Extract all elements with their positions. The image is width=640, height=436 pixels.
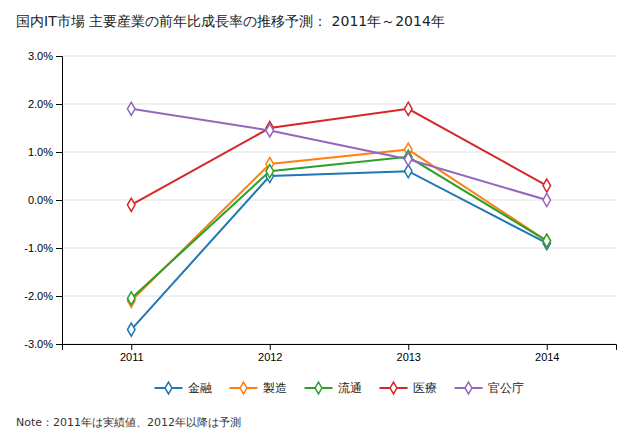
point bbox=[543, 179, 551, 192]
x-tick-mark bbox=[131, 344, 132, 350]
x-tick-mark bbox=[408, 344, 409, 350]
series bbox=[127, 165, 550, 337]
x-tick-label: 2013 bbox=[397, 351, 421, 363]
y-tick-mark bbox=[56, 152, 62, 153]
point bbox=[404, 153, 412, 166]
grid-line bbox=[62, 56, 616, 57]
point bbox=[266, 124, 274, 137]
legend-label: 官公庁 bbox=[488, 381, 524, 395]
point bbox=[127, 102, 135, 115]
point bbox=[543, 193, 551, 206]
legend-marker bbox=[465, 382, 472, 394]
y-tick-label: 0.0% bbox=[28, 194, 53, 206]
legend-marker bbox=[390, 382, 397, 394]
legend-label: 医療 bbox=[413, 381, 437, 395]
x-axis-line bbox=[63, 345, 617, 351]
point bbox=[404, 102, 412, 115]
legend-item: 医療 bbox=[380, 381, 437, 395]
point bbox=[127, 292, 135, 305]
y-tick-label: 3.0% bbox=[28, 50, 53, 62]
point bbox=[543, 234, 551, 247]
y-tick-label: -1.0% bbox=[24, 242, 53, 254]
legend-marker bbox=[315, 382, 322, 394]
chart: 国内IT市場 主要産業の前年比成長率の推移予測： 2011年～2014年 -3.0… bbox=[0, 0, 640, 436]
y-tick-label: -3.0% bbox=[24, 338, 53, 350]
title: 国内IT市場 主要産業の前年比成長率の推移予測： 2011年～2014年 bbox=[16, 13, 445, 29]
grid-line bbox=[62, 296, 616, 297]
x-tick-mark bbox=[547, 344, 548, 350]
y-tick: 3.0% bbox=[28, 50, 62, 62]
x-tick-mark bbox=[270, 344, 271, 350]
series-line bbox=[131, 150, 547, 301]
x-axis: 2011 2012 2013 2014 bbox=[63, 344, 617, 363]
grid bbox=[62, 56, 616, 344]
series bbox=[127, 102, 550, 211]
legend-label: 金融 bbox=[188, 381, 212, 395]
x-tick: 2012 bbox=[258, 344, 282, 363]
series-line bbox=[131, 109, 547, 205]
legend: 金融 製造 流通 医療 官公庁 bbox=[155, 381, 524, 395]
y-tick: -2.0% bbox=[24, 290, 62, 302]
legend-label: 流通 bbox=[338, 381, 362, 395]
y-tick-mark bbox=[56, 248, 62, 249]
x-tick-label: 2014 bbox=[535, 351, 559, 363]
y-tick: -1.0% bbox=[24, 242, 62, 254]
y-tick: 0.0% bbox=[28, 194, 62, 206]
grid-line bbox=[62, 200, 616, 201]
x-tick: 2014 bbox=[535, 344, 559, 363]
point bbox=[127, 198, 135, 211]
note: Note：2011年は実績値、2012年以降は予測 bbox=[16, 416, 241, 429]
series bbox=[127, 102, 550, 206]
y-tick-label: 1.0% bbox=[28, 146, 53, 158]
legend-item: 金融 bbox=[155, 381, 212, 395]
y-tick-mark bbox=[56, 56, 62, 57]
y-tick-label: -2.0% bbox=[24, 290, 53, 302]
series-group bbox=[127, 102, 550, 336]
y-tick-mark bbox=[56, 104, 62, 105]
y-tick: 2.0% bbox=[28, 98, 62, 110]
legend-item: 流通 bbox=[305, 381, 362, 395]
x-tick-label: 2011 bbox=[120, 351, 144, 363]
y-axis-line bbox=[56, 57, 63, 345]
series-line bbox=[131, 109, 547, 200]
legend-label: 製造 bbox=[263, 381, 287, 395]
y-tick-mark bbox=[56, 296, 62, 297]
series-line bbox=[131, 171, 547, 329]
legend-marker bbox=[165, 382, 172, 394]
point bbox=[127, 323, 135, 336]
point bbox=[543, 234, 551, 247]
grid-line bbox=[62, 248, 616, 249]
y-tick-label: 2.0% bbox=[28, 98, 53, 110]
series bbox=[127, 150, 550, 305]
legend-item: 製造 bbox=[230, 381, 287, 395]
legend-marker bbox=[240, 382, 247, 394]
y-tick-mark bbox=[56, 200, 62, 201]
point bbox=[266, 165, 274, 178]
grid-line bbox=[62, 152, 616, 153]
grid-line bbox=[62, 104, 616, 105]
legend-item: 官公庁 bbox=[455, 381, 524, 395]
x-tick: 2013 bbox=[397, 344, 421, 363]
y-axis: -3.0% -2.0% -1.0% 0.0% 1.0% 2.0% 3.0% bbox=[24, 50, 62, 350]
series bbox=[127, 143, 550, 307]
y-tick: -3.0% bbox=[24, 338, 62, 350]
x-tick-label: 2012 bbox=[258, 351, 282, 363]
series-line bbox=[131, 157, 547, 299]
y-tick-mark bbox=[56, 344, 62, 345]
x-tick: 2011 bbox=[120, 344, 144, 363]
plot-area: -3.0%-2.0%-1.0%0.0%1.0%2.0%3.0%201120122… bbox=[24, 50, 616, 363]
y-tick: 1.0% bbox=[28, 146, 62, 158]
